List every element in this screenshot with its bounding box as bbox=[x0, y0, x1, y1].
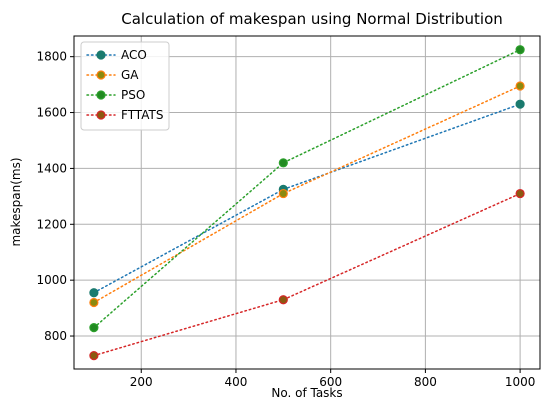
legend-label-pso: PSO bbox=[121, 88, 145, 102]
x-axis-label: No. of Tasks bbox=[271, 386, 342, 400]
data-point-pso bbox=[89, 323, 99, 333]
data-point-ga bbox=[89, 297, 99, 308]
x-tick-label: 200 bbox=[130, 375, 153, 389]
y-tick-label: 1000 bbox=[36, 273, 67, 287]
plot-frame bbox=[73, 35, 541, 370]
data-point-fttats bbox=[89, 350, 99, 361]
data-point-ga bbox=[515, 81, 525, 91]
data-point-aco bbox=[515, 99, 525, 109]
x-tick-label: 600 bbox=[319, 375, 342, 389]
series-line-fttats bbox=[93, 192, 521, 357]
data-point-pso bbox=[278, 158, 288, 168]
data-point-ga bbox=[278, 188, 288, 199]
legend-label-fttats: FTTATS bbox=[121, 108, 163, 122]
legend-marker-ga bbox=[96, 70, 106, 80]
series-line-aco bbox=[93, 103, 521, 294]
data-point-fttats bbox=[278, 295, 288, 305]
series-layer bbox=[89, 45, 525, 361]
x-tick-label: 400 bbox=[225, 375, 248, 389]
legend-marker-aco bbox=[96, 50, 106, 60]
y-tick-label: 1800 bbox=[36, 50, 67, 64]
y-axis-label: makespan(ms) bbox=[9, 157, 23, 246]
legend: ACO GA PSO FTTATS bbox=[80, 41, 170, 131]
y-tick-label: 1600 bbox=[36, 106, 67, 120]
series-line-ga bbox=[93, 85, 521, 304]
x-tick-label: 1000 bbox=[505, 375, 536, 389]
y-tick-label: 1200 bbox=[36, 217, 67, 231]
legend-box bbox=[80, 41, 170, 131]
y-tick-label: 1400 bbox=[36, 161, 67, 175]
y-tick-label: 800 bbox=[44, 329, 67, 343]
chart-title: Calculation of makespan using Normal Dis… bbox=[121, 10, 503, 28]
legend-label-aco: ACO bbox=[121, 48, 147, 62]
data-point-aco bbox=[89, 288, 99, 298]
legend-marker-pso bbox=[96, 90, 106, 100]
legend-label-ga: GA bbox=[121, 68, 139, 82]
legend-marker-fttats bbox=[96, 110, 106, 120]
ticks: 200 400 600 800 1000 800 1000 1200 1400 1600 1800 bbox=[36, 50, 535, 389]
data-point-fttats bbox=[515, 188, 525, 199]
x-tick-label: 800 bbox=[414, 375, 437, 389]
data-point-pso bbox=[515, 45, 525, 55]
